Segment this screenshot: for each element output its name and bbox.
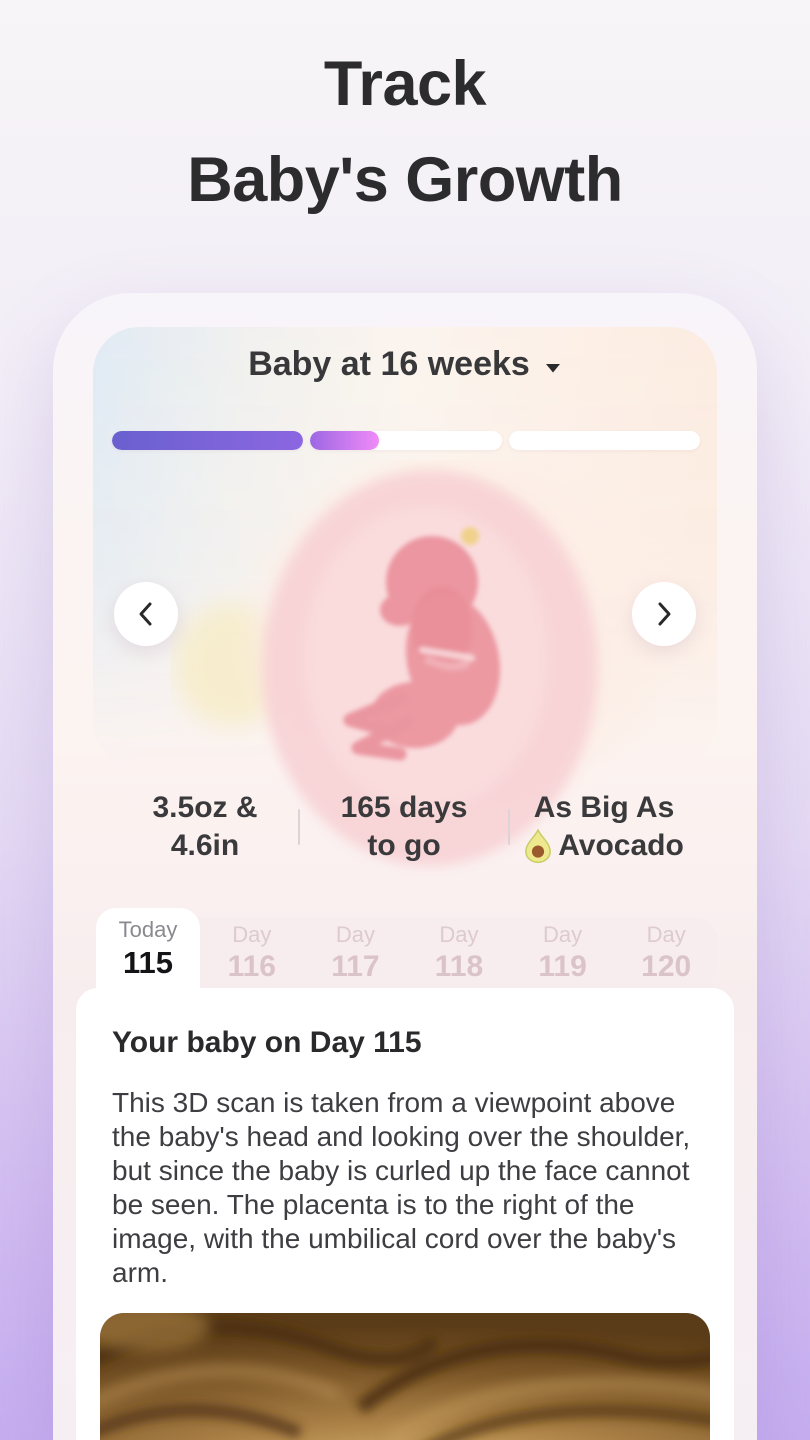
chevron-down-icon: [545, 363, 560, 372]
stat-days-to-go: 165 days to go: [300, 789, 508, 865]
progress-segment-2: [310, 431, 502, 450]
progress-fill-1: [112, 431, 304, 450]
tab-day-119[interactable]: Day 119: [538, 921, 587, 983]
tab-day-116[interactable]: Day 116: [227, 921, 276, 983]
stat-size-line1: 3.5oz &: [152, 791, 258, 824]
tab-day-120[interactable]: Day 120: [641, 921, 692, 983]
avocado-icon: [525, 828, 552, 864]
ultrasound-scan-image: [100, 1313, 710, 1440]
day-detail-heading: Your baby on Day 115: [112, 1026, 422, 1059]
phone-mockup: Baby at 16 weeks: [53, 293, 757, 1440]
trimester-progress-bar: [112, 431, 700, 450]
day-detail-panel: Your baby on Day 115 This 3D scan is tak…: [76, 988, 734, 1440]
chevron-left-icon: [139, 602, 152, 626]
progress-fill-2: [310, 431, 380, 450]
stat-size-line2: 4.6in: [170, 829, 240, 862]
stat-divider: [298, 809, 300, 845]
stat-days-line2: to go: [367, 829, 441, 862]
stat-fruit-comparison: As Big As Avocado: [510, 789, 698, 865]
chevron-right-icon: [658, 602, 671, 626]
week-selector-label: Baby at 16 weeks: [248, 345, 530, 383]
week-selector[interactable]: Baby at 16 weeks: [53, 345, 757, 384]
tab-day-117[interactable]: Day 117: [331, 921, 380, 983]
progress-segment-1: [112, 431, 304, 450]
previous-week-button[interactable]: [114, 582, 178, 646]
stat-fruit-line1: As Big As: [533, 791, 675, 824]
tab-today-115[interactable]: Today 115: [96, 908, 200, 990]
baby-stats-row: 3.5oz & 4.6in 165 days to go As Big As A…: [112, 789, 700, 865]
stat-size: 3.5oz & 4.6in: [112, 789, 298, 865]
page-title-line1: Track: [323, 49, 487, 119]
next-week-button[interactable]: [632, 582, 696, 646]
stat-fruit-line2: Avocado: [558, 829, 684, 862]
stat-divider: [508, 809, 510, 845]
fetus-illustration: [174, 460, 670, 866]
page-title-line2: Baby's Growth: [187, 145, 623, 215]
day-detail-description: This 3D scan is taken from a viewpoint a…: [112, 1087, 691, 1288]
stat-days-line1: 165 days: [340, 791, 468, 824]
tab-day-118[interactable]: Day 118: [434, 921, 484, 983]
page-title: Track Baby's Growth: [0, 36, 810, 228]
progress-segment-3: [508, 431, 700, 450]
